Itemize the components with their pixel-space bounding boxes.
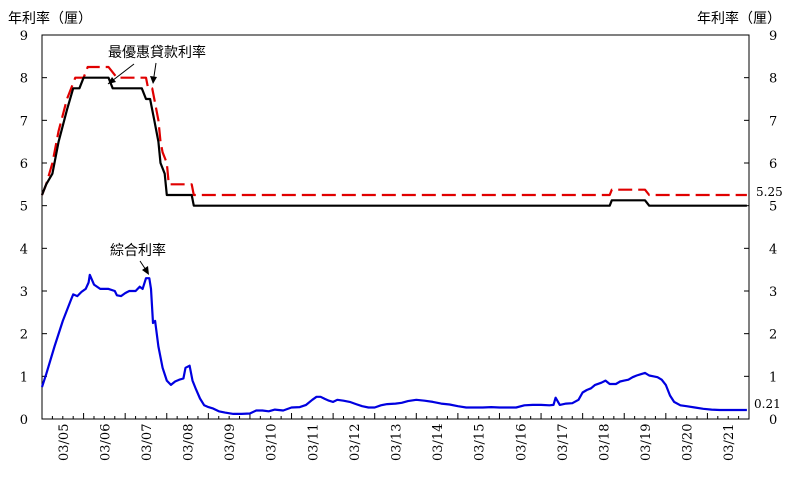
y-tick-label-right: 7 — [769, 114, 777, 129]
series-line-prime_upper — [40, 65, 747, 197]
y-tick-label-right: 6 — [769, 157, 777, 172]
x-tick-label: 03/07 — [140, 424, 155, 461]
x-tick-label: 03/13 — [390, 424, 405, 461]
prime-arrow-left-head — [108, 77, 116, 84]
x-tick-label: 03/11 — [306, 424, 321, 461]
y-tick-label-left: 3 — [20, 285, 28, 300]
x-tick-label: 03/08 — [182, 424, 197, 461]
y-tick-label-left: 7 — [20, 114, 28, 129]
x-tick-label: 03/05 — [57, 424, 72, 461]
x-tick-label: 03/06 — [98, 424, 113, 461]
annotation-arrows — [107, 62, 157, 275]
x-tick-label: 03/16 — [514, 424, 529, 461]
composite-end-value-label: 0.21 — [754, 397, 781, 411]
y-tick-label-left: 0 — [20, 413, 28, 428]
y-tick-label-left: 4 — [20, 242, 28, 257]
x-tick-label: 03/12 — [348, 424, 363, 461]
x-tick-label: 03/21 — [722, 424, 737, 461]
left-axis-unit-label: 年利率（厘） — [8, 10, 92, 27]
y-tick-label-right: 4 — [769, 242, 777, 257]
prime-arrow-right-head — [150, 76, 157, 84]
y-tick-label-left: 5 — [20, 200, 28, 215]
prime-rate-annotation: 最優惠貸款利率 — [108, 44, 206, 61]
x-tick-label: 03/19 — [639, 424, 654, 461]
x-tick-label: 03/09 — [223, 424, 238, 461]
composite-rate-annotation: 綜合利率 — [110, 242, 166, 259]
x-tick-label: 03/15 — [473, 424, 488, 461]
x-tick-label: 03/14 — [431, 424, 446, 461]
chart-axes: 0 0 1 1 2 2 3 3 4 4 5 5 6 6 7 7 8 8 9 9 03/05 03/06 03/07 03/08… — [20, 29, 778, 461]
y-tick-label-right: 1 — [769, 370, 777, 385]
x-tick-label: 03/17 — [556, 424, 571, 461]
y-tick-label-left: 9 — [20, 29, 28, 44]
chart-series — [40, 65, 747, 415]
y-tick-label-left: 6 — [20, 157, 28, 172]
x-tick-label: 03/10 — [265, 424, 280, 461]
series-line-composite — [40, 273, 747, 415]
y-tick-label-left: 8 — [20, 72, 28, 87]
right-axis-unit-label: 年利率（厘） — [697, 10, 781, 27]
x-tick-label: 03/20 — [681, 424, 696, 461]
y-tick-label-left: 1 — [20, 370, 28, 385]
y-tick-label-right: 0 — [769, 413, 777, 428]
y-tick-label-right: 9 — [769, 29, 777, 44]
y-tick-label-right: 8 — [769, 72, 777, 87]
y-tick-label-right: 2 — [769, 328, 777, 343]
series-line-prime_lower — [40, 76, 747, 207]
plot-frame — [41, 34, 750, 420]
y-tick-label-left: 2 — [20, 328, 28, 343]
x-tick-label: 03/18 — [597, 424, 612, 461]
y-tick-label-right: 5 — [769, 200, 777, 215]
prime-end-value-label: 5.25 — [756, 185, 783, 199]
composite-arrow-head — [142, 266, 149, 275]
y-tick-label-right: 3 — [769, 285, 777, 300]
